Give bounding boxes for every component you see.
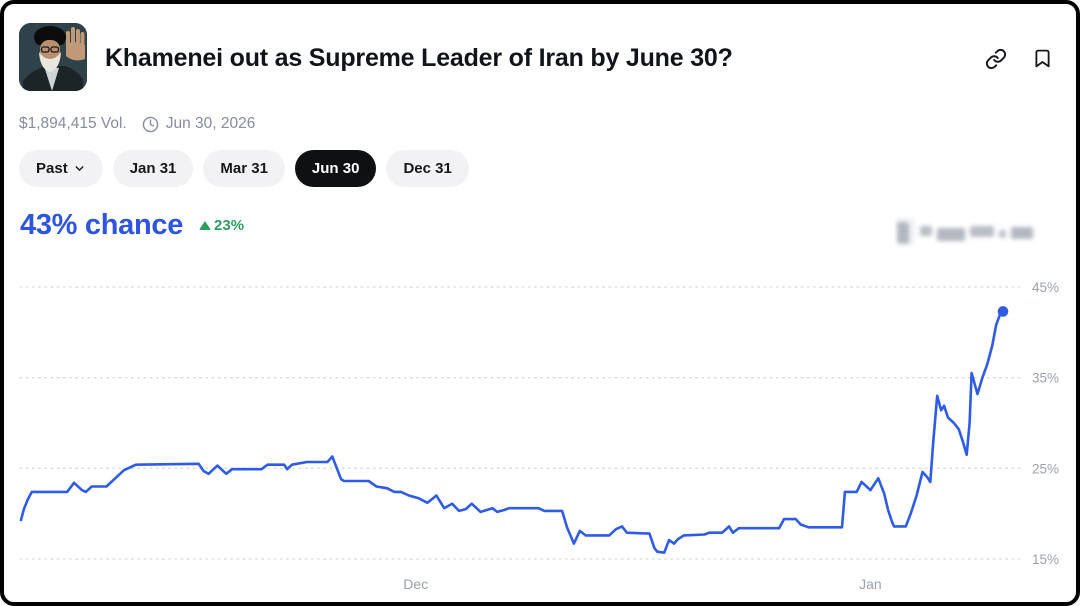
svg-text:45%: 45% [1032, 280, 1059, 295]
volume-text: $1,894,415 Vol. [19, 115, 127, 132]
chance-value: 43% chance [20, 209, 184, 241]
chevron-down-icon [73, 162, 86, 175]
copy-link-button[interactable] [984, 48, 1008, 72]
svg-text:Jan: Jan [859, 576, 882, 592]
market-avatar [19, 23, 87, 91]
outcome-filter-bar: Past Jan 31 Mar 31 Jun 30 Dec 31 [19, 150, 469, 187]
svg-text:35%: 35% [1032, 371, 1059, 386]
header-actions [984, 48, 1054, 72]
chance-change-value: 23% [214, 217, 245, 234]
svg-text:Dec: Dec [403, 576, 428, 592]
watermark-glyph [897, 218, 915, 244]
past-dropdown[interactable]: Past [19, 150, 103, 187]
tab-jan-31[interactable]: Jan 31 [112, 150, 194, 187]
bookmark-button[interactable] [1030, 48, 1054, 72]
past-dropdown-label: Past [36, 160, 68, 177]
price-chart[interactable]: 15% 25% 35% 45% Dec Jan [4, 4, 1080, 606]
chance-change: 23% [199, 217, 244, 234]
arrow-up-icon [199, 221, 212, 230]
khamenei-portrait-illustration [19, 23, 87, 91]
bookmark-icon [1032, 48, 1053, 72]
market-title: Khamenei out as Supreme Leader of Iran b… [105, 44, 733, 72]
tab-mar-31[interactable]: Mar 31 [203, 150, 285, 187]
market-meta: $1,894,415 Vol. Jun 30, 2026 [19, 115, 255, 133]
tab-dec-31[interactable]: Dec 31 [386, 150, 469, 187]
tab-jun-30[interactable]: Jun 30 [294, 150, 377, 187]
clock-icon [142, 116, 159, 133]
svg-text:25%: 25% [1032, 461, 1059, 476]
svg-text:15%: 15% [1032, 552, 1059, 567]
chance-row: 43% chance 23% [20, 209, 244, 242]
end-date-text: Jun 30, 2026 [165, 115, 256, 132]
blurred-watermark-logo [897, 215, 1037, 247]
link-icon [985, 48, 1007, 73]
